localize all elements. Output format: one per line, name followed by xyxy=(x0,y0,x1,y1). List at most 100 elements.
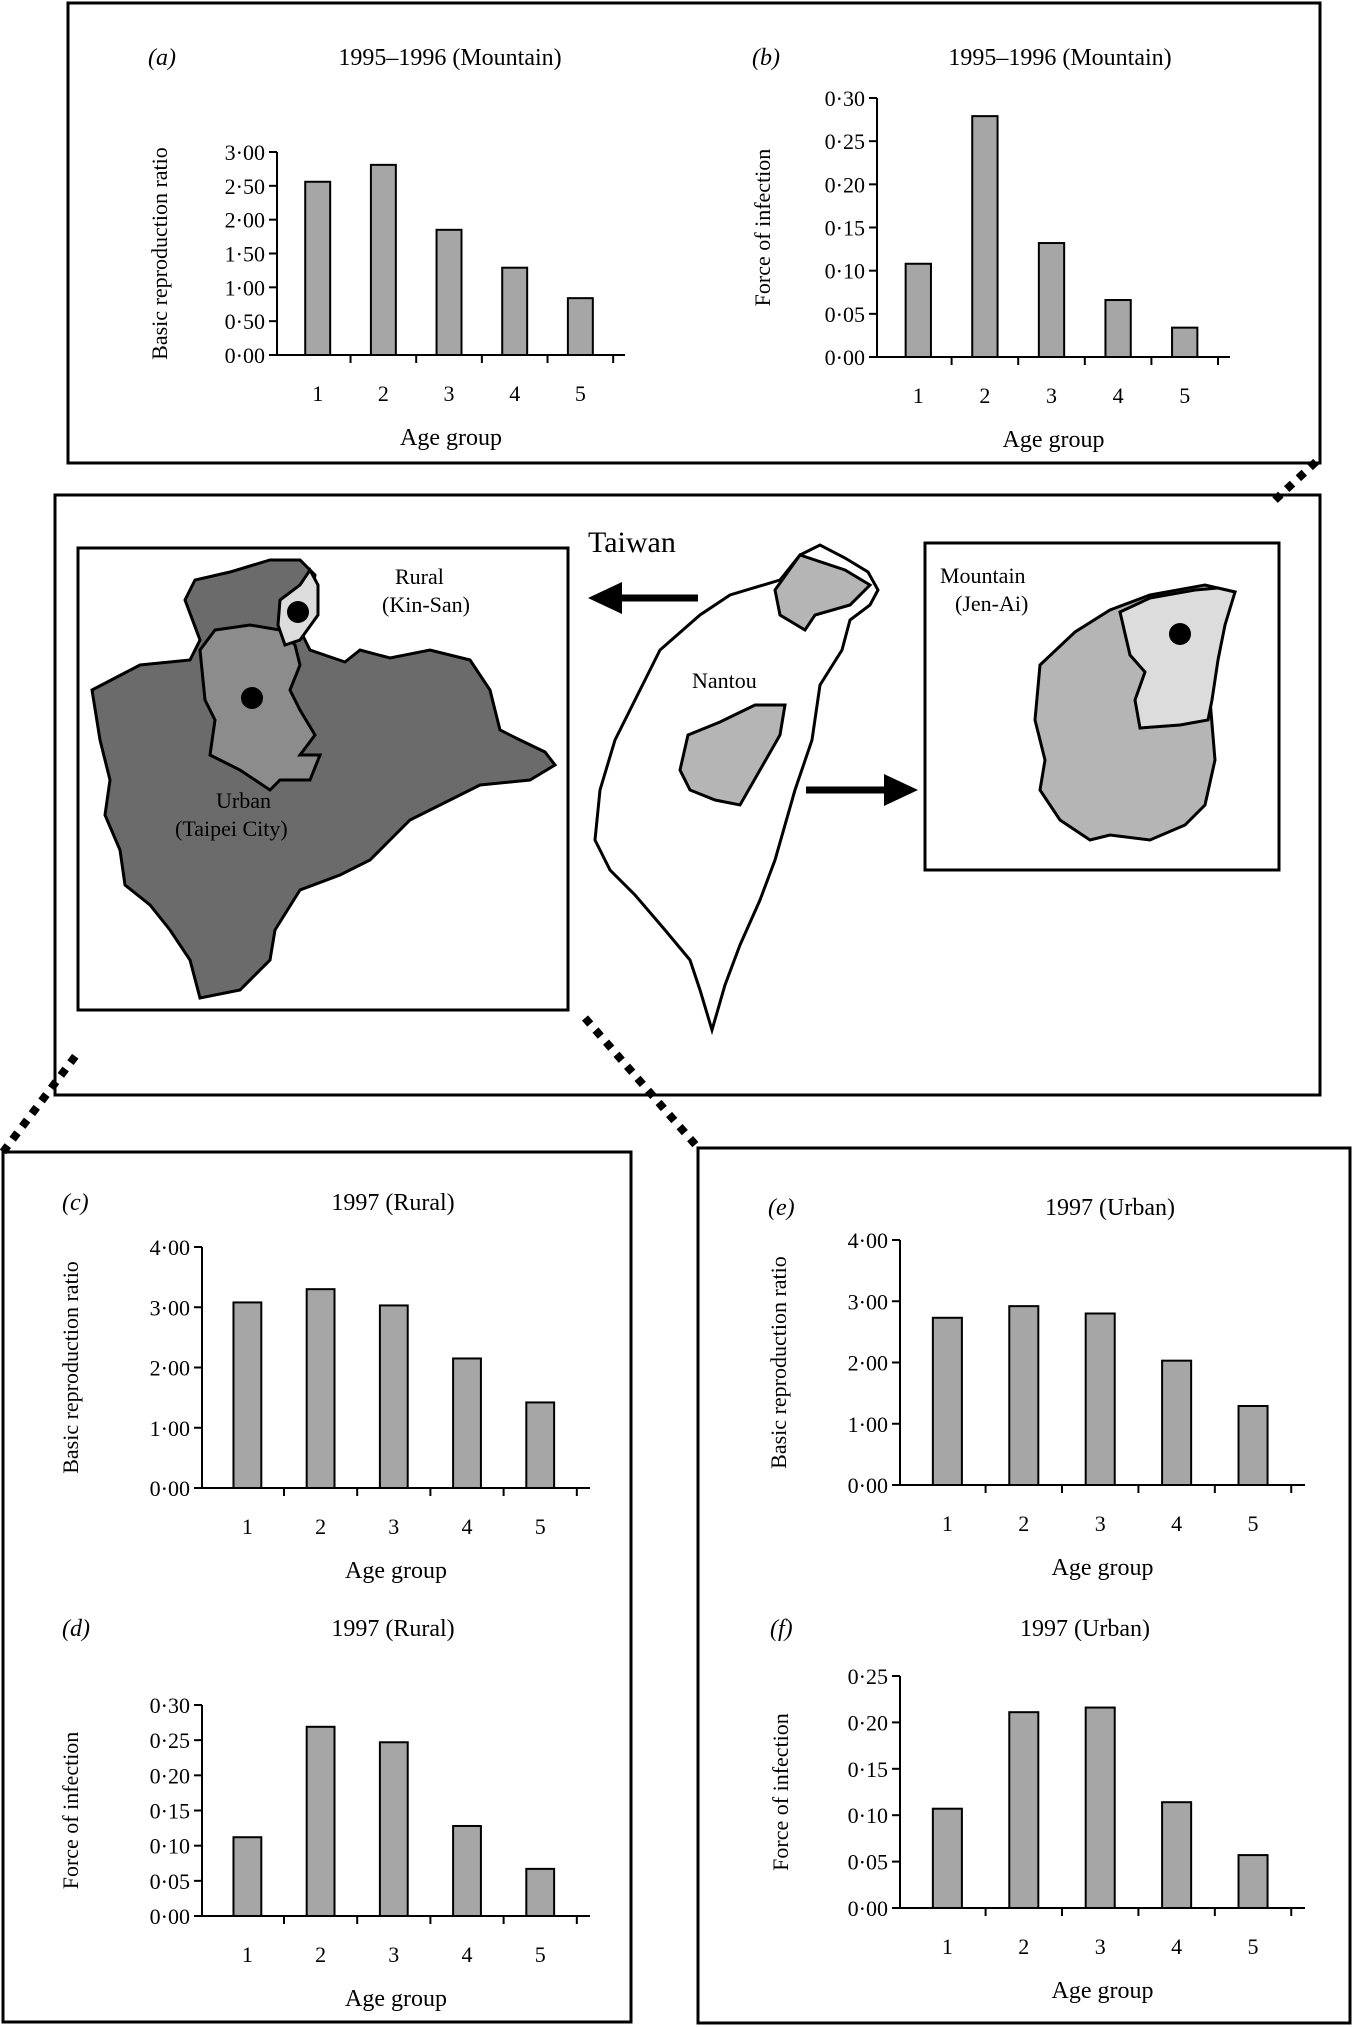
y-axis-label: Basic reproduction ratio xyxy=(58,1261,83,1474)
x-tick-label: 4 xyxy=(509,381,520,406)
x-tick-label: 2 xyxy=(979,383,990,408)
connector-right xyxy=(581,1015,704,1153)
map-group: Taiwan Rural (Kin-San) Urban (Taipei Cit… xyxy=(76,526,1281,1036)
bar-age-group-5 xyxy=(1237,1404,1269,1487)
map-frame xyxy=(53,493,1322,1097)
bar-age-group-3 xyxy=(435,228,463,356)
y-tick-label: 2·50 xyxy=(225,174,265,199)
bar-age-group-2 xyxy=(1008,1305,1040,1487)
x-axis-label: Age group xyxy=(345,1986,447,2012)
y-tick-label: 3·00 xyxy=(848,1289,888,1314)
bar-age-group-4 xyxy=(1161,1801,1193,1910)
nantou-label: Nantou xyxy=(692,668,757,693)
chart-title: 1997 (Urban) xyxy=(1045,1195,1175,1221)
y-tick-label: 0·00 xyxy=(825,345,865,370)
y-tick-label: 0·20 xyxy=(848,1710,888,1735)
x-axis-label: Age group xyxy=(1003,427,1105,453)
y-tick-label: 1·50 xyxy=(225,242,265,267)
nantou-inset xyxy=(923,541,1281,872)
x-axis-label: Age group xyxy=(1052,1978,1154,2004)
bar-age-group-1 xyxy=(904,262,932,359)
chart-d: 0·00 0·05 0·10 0·15 0·20 0·25 0·30 1 2 3 4 5 Age gro… xyxy=(58,1616,590,2012)
connector-mountain xyxy=(1272,455,1323,503)
y-axis-label: Basic reproduction ratio xyxy=(147,147,172,360)
x-tick-label: 1 xyxy=(942,1934,953,1959)
x-axis-label: Age group xyxy=(400,425,502,451)
map-title: Taiwan xyxy=(588,526,676,559)
x-tick-label: 4 xyxy=(462,1514,473,1539)
bar-age-group-4 xyxy=(1104,299,1132,358)
x-tick-label: 1 xyxy=(242,1942,253,1967)
x-tick-label: 4 xyxy=(462,1942,473,1967)
x-tick-label: 5 xyxy=(1179,383,1190,408)
bar-age-group-1 xyxy=(232,1836,263,1918)
y-tick-label: 2·00 xyxy=(150,1356,190,1381)
x-tick-label: 5 xyxy=(1248,1511,1259,1536)
bar-age-group-3 xyxy=(1084,1706,1116,1909)
bar-age-group-2 xyxy=(1008,1711,1040,1910)
x-axis-label: Age group xyxy=(1052,1555,1154,1581)
bar-age-group-4 xyxy=(452,1824,482,1918)
x-tick-label: 1 xyxy=(242,1514,253,1539)
y-tick-label: 0·50 xyxy=(225,309,265,334)
panel-label: (d) xyxy=(62,1616,90,1642)
x-tick-label: 5 xyxy=(535,1514,546,1539)
y-tick-label: 4·00 xyxy=(848,1228,888,1253)
mountain-charts-frame xyxy=(66,1,1322,465)
nantou-region xyxy=(678,703,787,807)
bar-age-group-2 xyxy=(305,1288,336,1490)
panel-label: (f) xyxy=(770,1616,793,1642)
urban-sublabel: (Taipei City) xyxy=(175,816,288,841)
chart-a: 0·00 0·50 1·00 1·50 2·00 2·50 3·00 1 2 3 4 5 Age gro… xyxy=(147,45,625,451)
x-tick-label: 3 xyxy=(388,1942,399,1967)
jenai-region xyxy=(1118,586,1237,730)
mountain-sublabel: (Jen-Ai) xyxy=(955,591,1028,616)
y-tick-label: 0·05 xyxy=(848,1850,888,1875)
y-tick-label: 0·00 xyxy=(150,1904,190,1929)
bar-age-group-3 xyxy=(1084,1312,1116,1486)
y-tick-label: 1·00 xyxy=(150,1416,190,1441)
x-axis-label: Age group xyxy=(345,1558,447,1584)
y-tick-label: 4·00 xyxy=(150,1235,190,1260)
y-tick-label: 0·10 xyxy=(825,259,865,284)
rural-sublabel: (Kin-San) xyxy=(382,592,470,617)
chart-title: 1995–1996 (Mountain) xyxy=(338,45,561,71)
bar-age-group-1 xyxy=(304,180,332,356)
x-tick-label: 1 xyxy=(913,383,924,408)
y-tick-label: 0·20 xyxy=(150,1763,190,1788)
y-axis-label: Force of infection xyxy=(750,149,775,307)
y-axis-label: Force of infection xyxy=(768,1713,793,1871)
x-tick-label: 2 xyxy=(315,1514,326,1539)
jenai-marker xyxy=(1169,623,1191,645)
chart-e: 0·00 1·00 2·00 3·00 4·00 1 2 3 4 5 Age group Basic … xyxy=(766,1195,1305,1581)
bar-age-group-4 xyxy=(452,1357,482,1490)
bar-age-group-5 xyxy=(566,297,594,357)
y-tick-label: 0·15 xyxy=(150,1799,190,1824)
bar-age-group-4 xyxy=(501,266,529,356)
urban-charts-frame xyxy=(696,1146,1352,2025)
y-tick-label: 0·05 xyxy=(825,302,865,327)
bar-age-group-5 xyxy=(525,1401,556,1489)
bar-age-group-3 xyxy=(378,1741,409,1917)
y-tick-label: 0·15 xyxy=(825,216,865,241)
panel-label: (c) xyxy=(62,1190,89,1216)
y-tick-label: 2·00 xyxy=(848,1351,888,1376)
y-tick-label: 0·00 xyxy=(150,1476,190,1501)
y-tick-label: 1·00 xyxy=(848,1412,888,1437)
x-tick-label: 3 xyxy=(1095,1934,1106,1959)
x-tick-label: 2 xyxy=(378,381,389,406)
y-tick-label: 0·00 xyxy=(225,343,265,368)
bar-age-group-1 xyxy=(232,1301,263,1490)
x-tick-label: 5 xyxy=(535,1942,546,1967)
y-tick-label: 0·25 xyxy=(848,1664,888,1689)
x-tick-label: 3 xyxy=(444,381,455,406)
panel-label: (e) xyxy=(768,1195,795,1221)
bar-age-group-2 xyxy=(305,1725,336,1918)
x-tick-label: 5 xyxy=(1248,1934,1259,1959)
y-tick-label: 0·00 xyxy=(848,1473,888,1498)
chart-f: 0·00 0·05 0·10 0·15 0·20 0·25 1 2 3 4 5 Age group Fo… xyxy=(768,1616,1305,2004)
x-tick-label: 4 xyxy=(1171,1934,1182,1959)
chart-title: 1995–1996 (Mountain) xyxy=(948,45,1171,71)
x-tick-label: 3 xyxy=(1095,1511,1106,1536)
